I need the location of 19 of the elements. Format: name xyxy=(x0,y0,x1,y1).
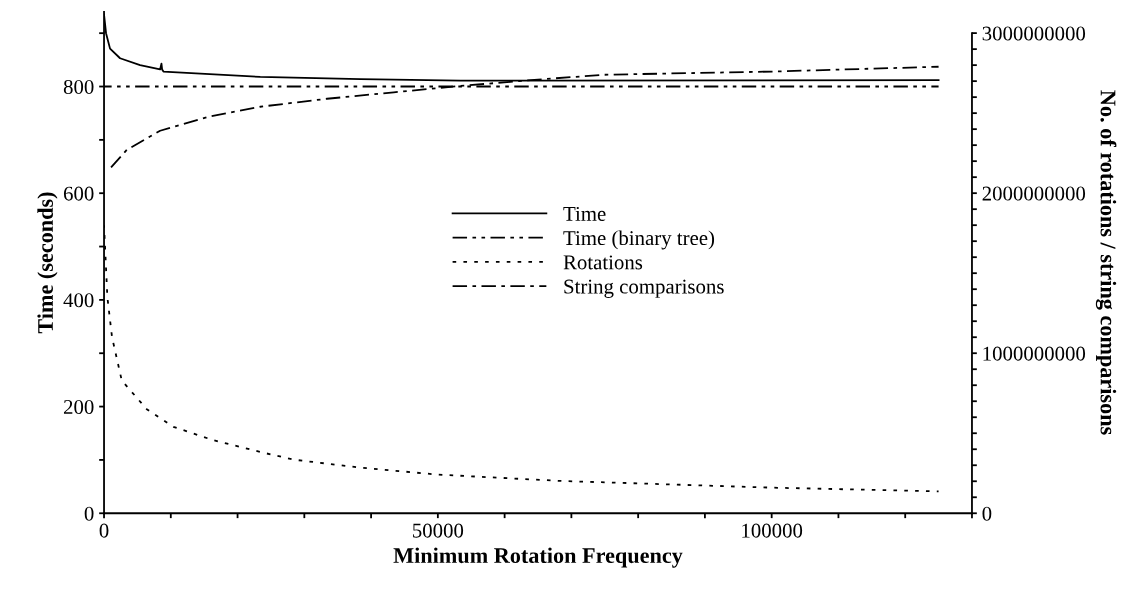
x-tick-label: 100000 xyxy=(742,523,803,538)
y-tick-label: 200 xyxy=(63,399,94,415)
y-tick-label: 400 xyxy=(63,293,94,308)
y-tick-label: 600 xyxy=(63,186,94,201)
y2-axis-title: No. of rotations / string comparisons xyxy=(1095,90,1117,435)
y2-tick-label: 0 xyxy=(982,506,992,521)
y-axis-title: Time (seconds) xyxy=(37,192,58,334)
y2-tick-label: 2000000000 xyxy=(982,186,1086,201)
y2-tick-label: 3000000000 xyxy=(982,26,1086,41)
legend-label: Time xyxy=(563,206,606,221)
legend-label: Time (binary tree) xyxy=(563,230,715,250)
y-tick-label: 0 xyxy=(84,506,94,521)
y-tick-label: 800 xyxy=(63,79,94,94)
x-axis-title: Minimum Rotation Frequency xyxy=(393,547,683,568)
x-tick-label: 0 xyxy=(99,523,109,538)
y2-tick-label: 1000000000 xyxy=(983,346,1086,361)
legend-label: String comparisons xyxy=(564,279,724,298)
x-tick-label: 50000 xyxy=(413,523,464,538)
legend-label: Rotations xyxy=(563,255,643,270)
